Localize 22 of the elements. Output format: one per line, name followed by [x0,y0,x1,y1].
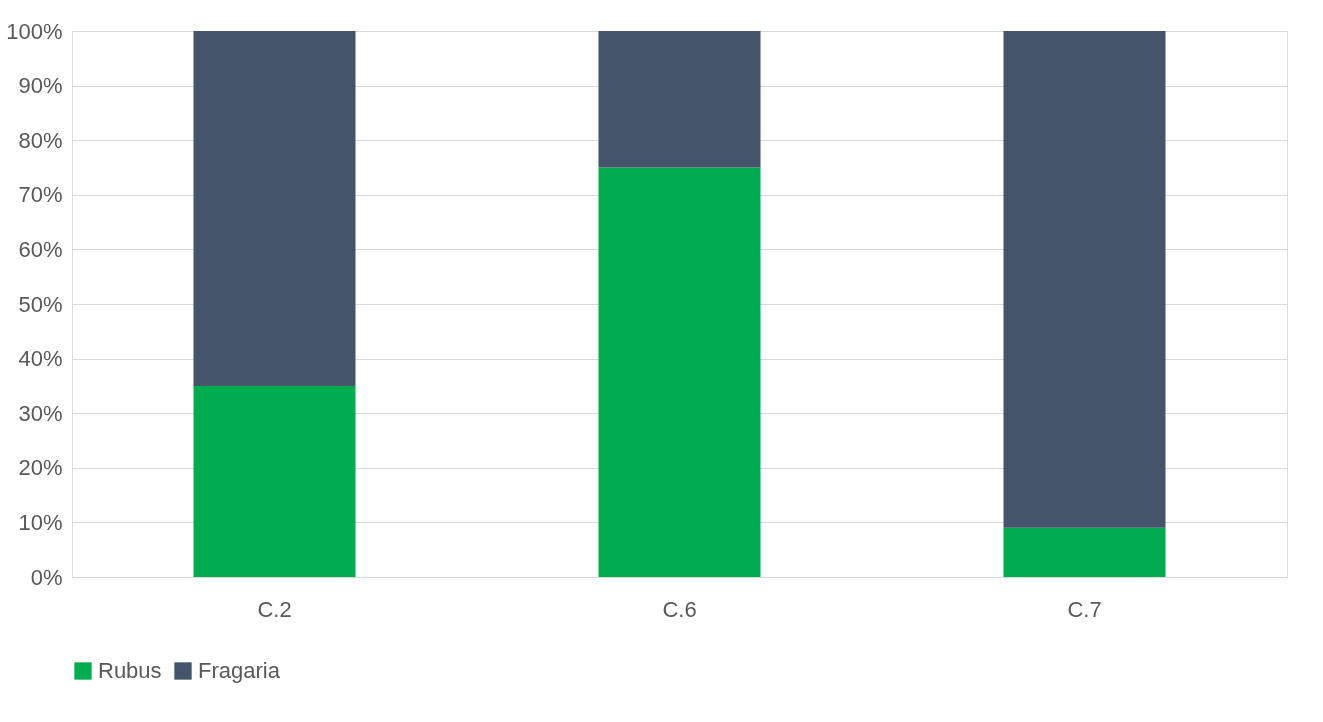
bar [193,31,356,386]
y-tick-label: 10% [18,509,63,535]
y-tick-label: 40% [18,346,63,372]
y-tick-label: 90% [18,73,63,99]
x-tick-label: C.6 [662,596,697,622]
y-tick-label: 20% [18,455,63,481]
y-tick-label: 30% [18,400,63,426]
y-tick-label: 80% [18,127,63,153]
bar [1003,31,1166,528]
y-tick-label: 70% [18,182,63,208]
bar [598,167,761,577]
bar [598,31,761,168]
x-tick-label: C.2 [257,596,292,622]
y-tick-label: 50% [18,291,63,317]
x-tick-label: C.7 [1067,596,1102,622]
legend-label: Rubus [98,658,162,683]
y-tick-label: 0% [30,564,63,590]
legend-label: Fragaria [198,658,281,683]
y-tick-label: 60% [18,236,63,262]
y-tick-label: 100% [6,18,63,44]
bar [193,385,356,577]
bar [1003,527,1166,577]
